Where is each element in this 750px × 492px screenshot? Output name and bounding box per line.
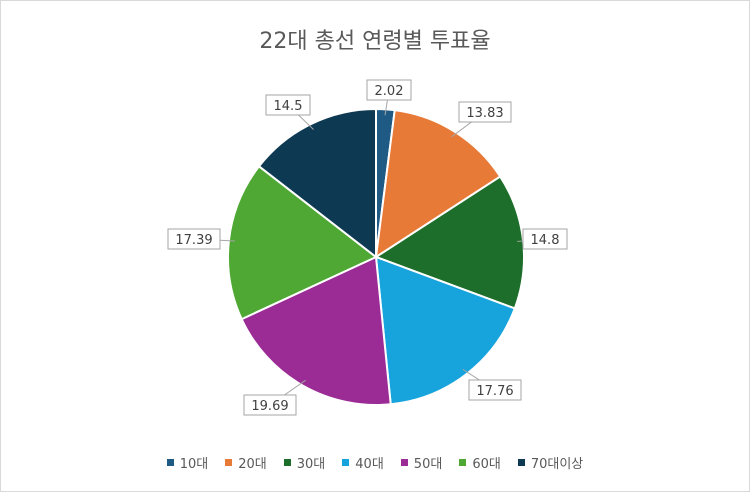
data-label-box xyxy=(243,394,297,416)
legend-swatch xyxy=(283,459,291,466)
chart-title: 22대 총선 연령별 투표율 xyxy=(259,29,491,54)
data-label: 17.76 xyxy=(476,384,513,399)
data-label-box xyxy=(468,379,522,401)
data-label-box xyxy=(265,94,311,116)
legend-swatch xyxy=(400,459,408,466)
data-label-box xyxy=(522,228,568,250)
data-label-box xyxy=(167,228,221,250)
legend-item: 70대이상 xyxy=(517,453,584,472)
data-label-box xyxy=(366,79,412,101)
legend-label: 50대 xyxy=(413,457,443,472)
legend-item: 50대 xyxy=(400,453,443,472)
data-label-box xyxy=(458,101,512,123)
legend-item: 30대 xyxy=(283,453,326,472)
legend-label: 40대 xyxy=(355,457,384,472)
legend-item: 60대 xyxy=(459,453,501,472)
pie-slice-20대 xyxy=(374,109,502,260)
legend: 10대 20대 30대 40대 50대 60대 70대이상 xyxy=(1,453,749,472)
legend-item: 40대 xyxy=(342,453,384,472)
pie-slice-70대이상 xyxy=(257,107,377,260)
pie-slice-50대 xyxy=(240,255,392,406)
legend-swatch xyxy=(225,459,233,466)
legend-swatch xyxy=(459,459,467,466)
data-label: 17.39 xyxy=(175,233,212,248)
legend-swatch xyxy=(166,459,174,466)
legend-swatch xyxy=(517,459,525,466)
legend-label: 30대 xyxy=(296,457,326,472)
legend-label: 60대 xyxy=(472,457,501,472)
legend-label: 10대 xyxy=(179,457,209,472)
data-label: 2.02 xyxy=(375,84,404,99)
pie-slice-40대 xyxy=(374,255,517,406)
data-label: 19.69 xyxy=(251,399,288,414)
legend-label: 70대이상 xyxy=(530,457,584,472)
legend-label: 20대 xyxy=(238,457,267,472)
pie-chart: 2.02 13.83 14.8 17.76 19.69 17.39 14.5 xyxy=(167,79,568,416)
legend-swatch xyxy=(342,459,350,466)
data-label: 14.5 xyxy=(274,99,303,114)
legend-item: 10대 xyxy=(166,453,209,472)
legend-item: 20대 xyxy=(225,453,267,472)
data-label: 14.8 xyxy=(531,233,560,248)
data-label: 13.83 xyxy=(466,106,503,121)
